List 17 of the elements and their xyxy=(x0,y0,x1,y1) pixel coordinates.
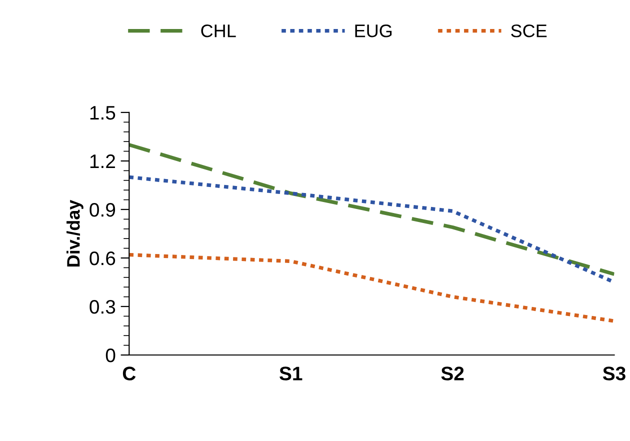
y-tick-label: 1.5 xyxy=(90,106,116,120)
line-series xyxy=(129,252,614,323)
y-axis-title: Div./day xyxy=(66,200,84,266)
y-tick-label: 0.3 xyxy=(90,300,116,314)
x-tick-label: S1 xyxy=(280,366,302,380)
legend-label: SCE xyxy=(511,24,547,38)
y-tick-label: 0.6 xyxy=(90,251,116,266)
legend-label: EUG xyxy=(355,24,392,38)
y-tick-label: 1.2 xyxy=(90,154,115,168)
x-tick-label: C xyxy=(122,366,136,380)
x-tick-label: S3 xyxy=(602,366,626,380)
line-series xyxy=(129,175,614,284)
x-tick-label: S2 xyxy=(441,366,464,380)
line-series xyxy=(129,142,614,276)
legend-label: CHL xyxy=(201,24,236,38)
y-tick-label: 0.9 xyxy=(90,202,116,217)
y-tick-label: 0 xyxy=(106,348,116,362)
